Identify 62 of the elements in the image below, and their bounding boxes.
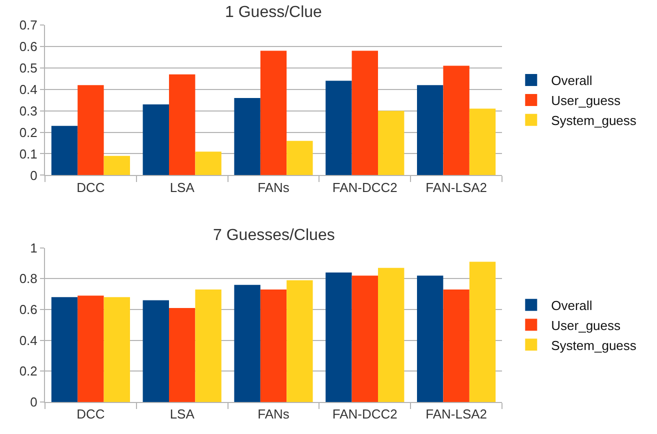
bar	[443, 66, 470, 176]
bar	[78, 296, 104, 402]
y-tick-label: 0	[30, 168, 38, 183]
bar	[326, 80, 352, 176]
x-tick-label: FAN-DCC2	[332, 406, 398, 422]
x-tick-label: LSA	[170, 180, 195, 195]
y-tick-label: 0.8	[19, 271, 38, 286]
bar	[234, 98, 260, 176]
bar	[286, 140, 313, 176]
bar	[169, 308, 196, 402]
bar	[195, 152, 222, 176]
x-tick-label: FAN-LSA2	[426, 180, 488, 195]
bar	[260, 50, 287, 176]
legend-label: Overall	[551, 73, 592, 88]
chart-title: 1 Guess/Clue	[225, 4, 322, 21]
x-tick-label: LSA	[170, 406, 195, 422]
x-tick-label: FANs	[258, 406, 290, 422]
x-tick-label: DCC	[76, 180, 105, 195]
bar	[286, 280, 313, 402]
bar	[417, 276, 444, 402]
bar	[352, 276, 378, 402]
x-tick-label: FANs	[258, 180, 290, 195]
x-tick-label: FAN-LSA2	[426, 406, 488, 422]
x-tick-label: DCC	[76, 406, 105, 422]
y-tick-label: 0.3	[19, 103, 38, 118]
chart-title: 7 Guesses/Clues	[213, 227, 335, 244]
y-tick-label: 1	[30, 240, 38, 256]
bar	[417, 85, 444, 176]
y-tick-label: 0	[30, 394, 38, 410]
bar	[378, 110, 404, 176]
bar	[443, 289, 470, 402]
legend-label: User_guess	[551, 93, 622, 108]
bar	[326, 272, 352, 402]
y-tick-label: 0.2	[19, 364, 38, 379]
bar	[469, 108, 496, 176]
bar	[142, 104, 169, 176]
legend-label: User_guess	[551, 318, 622, 333]
y-tick-label: 0.2	[19, 124, 38, 140]
legend-label: System_guess	[551, 112, 637, 128]
y-tick-label: 0.6	[19, 302, 38, 318]
y-tick-label: 0.7	[19, 18, 38, 33]
bar	[104, 297, 130, 402]
bar	[234, 284, 260, 402]
bar	[51, 297, 78, 402]
y-tick-label: 0.4	[19, 82, 38, 97]
bar	[169, 74, 196, 176]
y-tick-label: 0.1	[19, 146, 38, 162]
bar	[352, 50, 378, 176]
bar	[378, 268, 404, 402]
bar	[78, 85, 104, 176]
y-tick-label: 0.5	[19, 60, 38, 76]
legend-label: System_guess	[551, 338, 637, 353]
y-tick-label: 0.6	[19, 38, 38, 54]
bar	[195, 289, 222, 402]
bar	[104, 156, 130, 176]
legend-label: Overall	[551, 298, 592, 313]
bar	[142, 300, 169, 402]
bar	[260, 289, 287, 402]
bar	[51, 126, 78, 176]
y-tick-label: 0.4	[19, 332, 38, 348]
x-tick-label: FAN-DCC2	[332, 180, 398, 195]
bar	[469, 262, 496, 402]
